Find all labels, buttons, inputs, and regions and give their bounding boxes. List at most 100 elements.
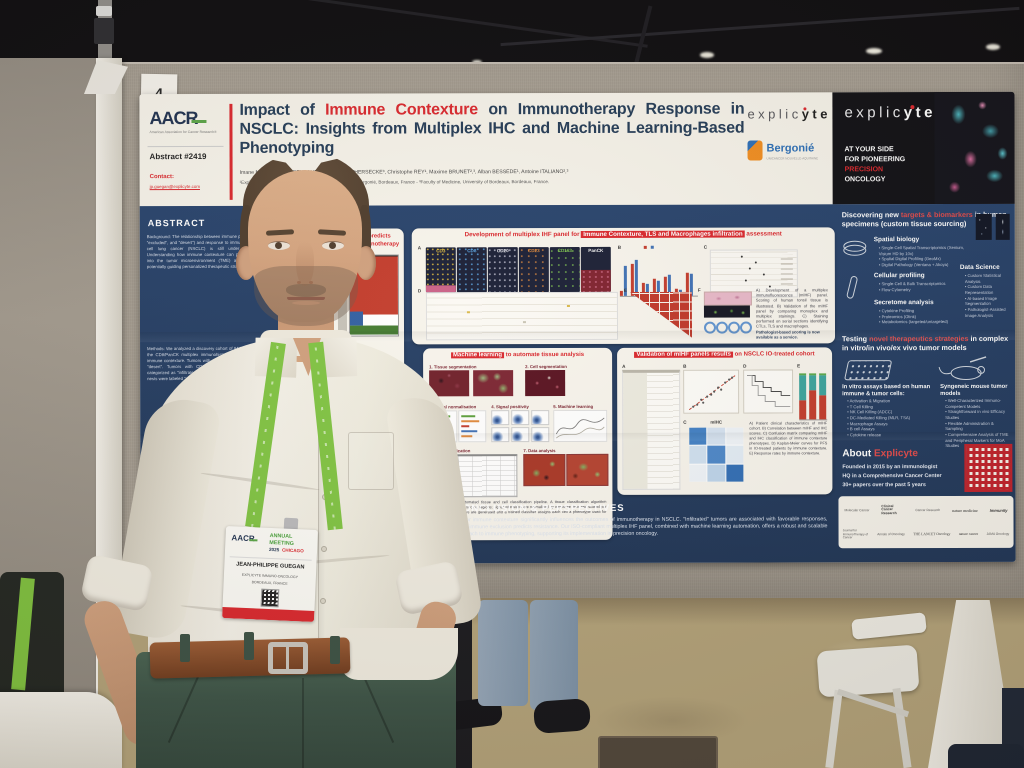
well-plate-icon xyxy=(844,360,893,381)
ihf-title2: assessment xyxy=(744,230,782,238)
panel-immune-contexture: Immune Contexture (IC) predicts response… xyxy=(287,228,405,463)
aacr-block: AACR American Association for Cancer Res… xyxy=(143,100,229,202)
abstract-background: Background: The relationship between imm… xyxy=(146,233,285,270)
list-item: Cytokine release xyxy=(842,432,934,438)
caption-bold: Pathologist-based scoring is now availab… xyxy=(756,328,820,340)
matrix-cell xyxy=(373,423,401,451)
about-heading: About Explicyte xyxy=(842,448,918,459)
list-item: Custom Data Representation xyxy=(960,284,1012,295)
val-title2: on NSCLC IO-treated cohort xyxy=(732,351,815,358)
bystander-leg-jeans xyxy=(530,600,578,710)
matrix-row-label: Excluded xyxy=(298,397,303,409)
kaplan-meier-plot xyxy=(743,369,794,414)
dot xyxy=(740,255,743,258)
plot-legend-lines xyxy=(780,254,793,285)
list-item: AI-based Image Segmentation xyxy=(960,296,1012,307)
brand-tagline2: FOR PIONEERING xyxy=(844,156,906,164)
mouse-icon xyxy=(938,356,987,380)
matrix-cell xyxy=(689,427,707,446)
tile-speckle xyxy=(549,246,580,293)
pathologist-confusion-matrix xyxy=(318,366,401,451)
pathologists-label: Pathologists xyxy=(329,348,363,355)
dot xyxy=(762,273,765,276)
authors-line: Imane NAFIA¹, Florent PEYRAUD¹,²,³, Luci… xyxy=(239,169,569,176)
panel-letter: A xyxy=(417,245,422,251)
secretome-list: Cytokine Profiling Proteomics (Olink) Me… xyxy=(874,308,954,325)
matrix-cell xyxy=(318,366,345,395)
list-item: Single-Cell & Bulk Transcriptomics xyxy=(874,281,954,287)
ml-title-highlight: Machine learning xyxy=(451,352,505,359)
hist-bar xyxy=(432,425,448,428)
journal-logo: Annals of Oncology xyxy=(877,532,905,537)
journal-logos-strip: Molecular Cancer Clinical Cancer Researc… xyxy=(838,495,1014,549)
microscopy-tile-cd20: CD20 xyxy=(487,247,518,293)
stacked-bar xyxy=(819,373,827,420)
abstract-number: Abstract #2419 xyxy=(149,151,207,162)
flow-plot xyxy=(531,427,550,443)
syngeneic-title: Syngeneic mouse tumor models xyxy=(940,383,1008,398)
bar-teal xyxy=(799,375,807,401)
panel-ic-title1: Immune Contexture (IC) predicts xyxy=(300,233,391,240)
cell-ring-icon xyxy=(739,321,753,334)
panel-letter: B xyxy=(617,244,622,250)
thumb-label: Infiltrated xyxy=(295,306,310,311)
panel-letter: E xyxy=(623,287,627,293)
bar-red xyxy=(619,290,623,296)
divider xyxy=(147,145,224,148)
ihf-title1: Development of multiplex IHF panel for xyxy=(464,230,582,239)
bystander-leg-black xyxy=(420,600,472,768)
h2-part2: novel therapeutics strategies xyxy=(869,333,969,344)
val-title-highlight: Validation of mIHF panels results xyxy=(634,351,733,358)
matrix-col-label: Infiltrated xyxy=(380,359,392,364)
white-table-corner xyxy=(0,692,122,768)
qr-code xyxy=(964,443,1013,492)
matrix-row-label: Infiltrated xyxy=(298,429,303,441)
classification-table xyxy=(429,454,518,498)
title-part2: Immune Contexture xyxy=(325,101,479,119)
list-item: Pathologist-Assisted Image Analysis xyxy=(960,307,1012,318)
list-item: Single-Cell Spatial Transcriptomics (Xen… xyxy=(874,245,970,257)
journal-logo: Journal for ImmunoTherapy of Cancer xyxy=(842,528,868,540)
fleck xyxy=(466,311,470,314)
bar-red xyxy=(819,395,827,420)
ceiling-light xyxy=(986,44,1000,50)
panel-ic-title2: response of NSCLC to immunotherapy xyxy=(292,241,400,248)
microscopy-thumb: Infiltrated xyxy=(293,304,334,327)
matrix-cell xyxy=(725,445,744,464)
dot xyxy=(754,261,757,264)
hist-bar xyxy=(432,420,445,423)
microscopy-tile-cd163: CD163 xyxy=(549,246,580,293)
spatial-mini-image xyxy=(975,213,992,240)
about-line: HQ in a Comprehensive Cancer Center xyxy=(842,473,942,480)
hist-bar xyxy=(461,435,473,438)
syngeneic-list: Well-Characterized Immuno-Competent Mode… xyxy=(940,398,1012,449)
brand-logo: explicyte xyxy=(844,104,936,121)
hist-bar xyxy=(432,430,442,433)
tissue-seg-image xyxy=(473,370,514,397)
contact-email: jp.guegan@explicyte.com xyxy=(149,183,200,190)
fleck xyxy=(522,321,526,324)
list-item: Flexible Administration & Sampling xyxy=(940,421,1012,433)
tissue-seg-image xyxy=(429,370,470,397)
tile-speckle xyxy=(456,247,487,293)
matrix-col-label: Excluded xyxy=(352,359,364,364)
val-caption: A) Patient clinical characteristics of m… xyxy=(749,421,828,456)
pole-cap xyxy=(96,6,112,16)
tile-speckle xyxy=(518,247,549,293)
stacked-bar xyxy=(809,373,817,420)
flow-plot xyxy=(531,410,550,426)
panel-val-title: Validation of mIHF panels results on NSC… xyxy=(621,351,828,358)
brand-tagline3: PRECISION xyxy=(844,166,884,174)
matrix-cell xyxy=(345,366,373,394)
microscopy-tile-cd23: CD23 xyxy=(518,247,549,293)
chart-red-area xyxy=(349,255,398,315)
fleck xyxy=(566,305,570,308)
bar-red xyxy=(809,390,817,420)
microscopy-thumb: Excluded xyxy=(293,280,334,303)
patient-characteristics-table xyxy=(622,369,681,490)
hist-bar xyxy=(432,435,447,438)
microscopy-tile-cd3: CD3 xyxy=(425,247,456,293)
correlation-scatter-plot xyxy=(683,369,740,414)
bergonie-name: Bergonié xyxy=(766,142,815,155)
